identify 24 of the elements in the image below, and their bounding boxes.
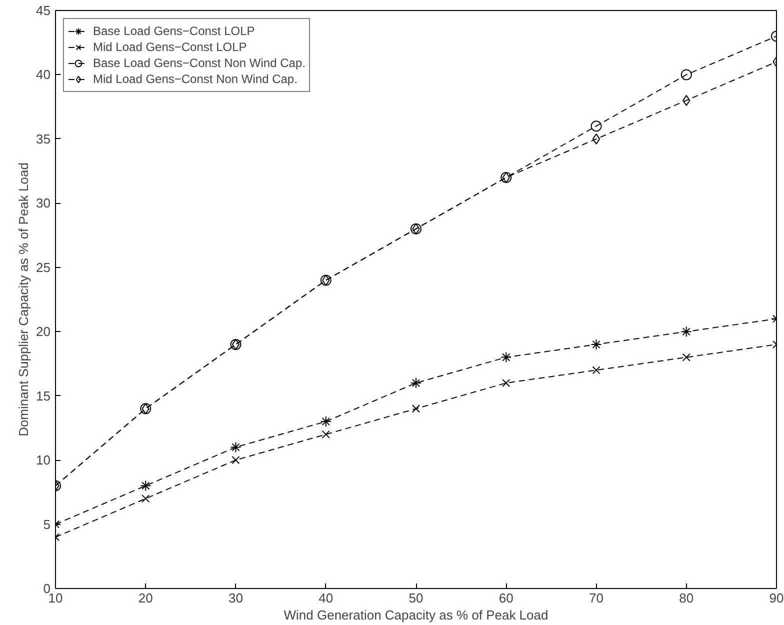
x-tick-label: 60 bbox=[498, 590, 514, 606]
legend-label: Base Load Gens−Const Non Wind Cap. bbox=[93, 55, 306, 71]
y-tick-label: 15 bbox=[36, 388, 51, 404]
y-axis-title: Dominant Supplier Capacity as % of Peak Load bbox=[16, 162, 32, 436]
x-tick-label: 70 bbox=[589, 590, 604, 606]
y-tick-label: 25 bbox=[36, 260, 51, 275]
x-axis-title: Wind Generation Capacity as % of Peak Load bbox=[284, 608, 548, 622]
x-tick-label: 50 bbox=[408, 590, 424, 606]
y-tick-label: 0 bbox=[43, 581, 51, 596]
x-tick-label: 90 bbox=[769, 590, 784, 606]
x-tick-label: 20 bbox=[138, 590, 153, 606]
y-tick-label: 5 bbox=[43, 516, 51, 532]
x-tick-label: 80 bbox=[679, 590, 694, 606]
y-tick-label: 40 bbox=[36, 67, 51, 82]
y-tick-label: 30 bbox=[36, 196, 51, 211]
legend-label: Mid Load Gens−Const LOLP bbox=[93, 39, 247, 55]
x-tick-label: 40 bbox=[318, 590, 334, 606]
y-tick-label: 45 bbox=[36, 3, 51, 18]
x-tick-label: 30 bbox=[228, 590, 243, 606]
legend-label: Base Load Gens−Const LOLP bbox=[93, 23, 255, 39]
y-tick-label: 10 bbox=[36, 452, 51, 468]
y-tick-label: 20 bbox=[36, 324, 51, 340]
y-tick-label: 35 bbox=[36, 131, 51, 146]
legend-label: Mid Load Gens−Const Non Wind Cap. bbox=[93, 71, 298, 87]
